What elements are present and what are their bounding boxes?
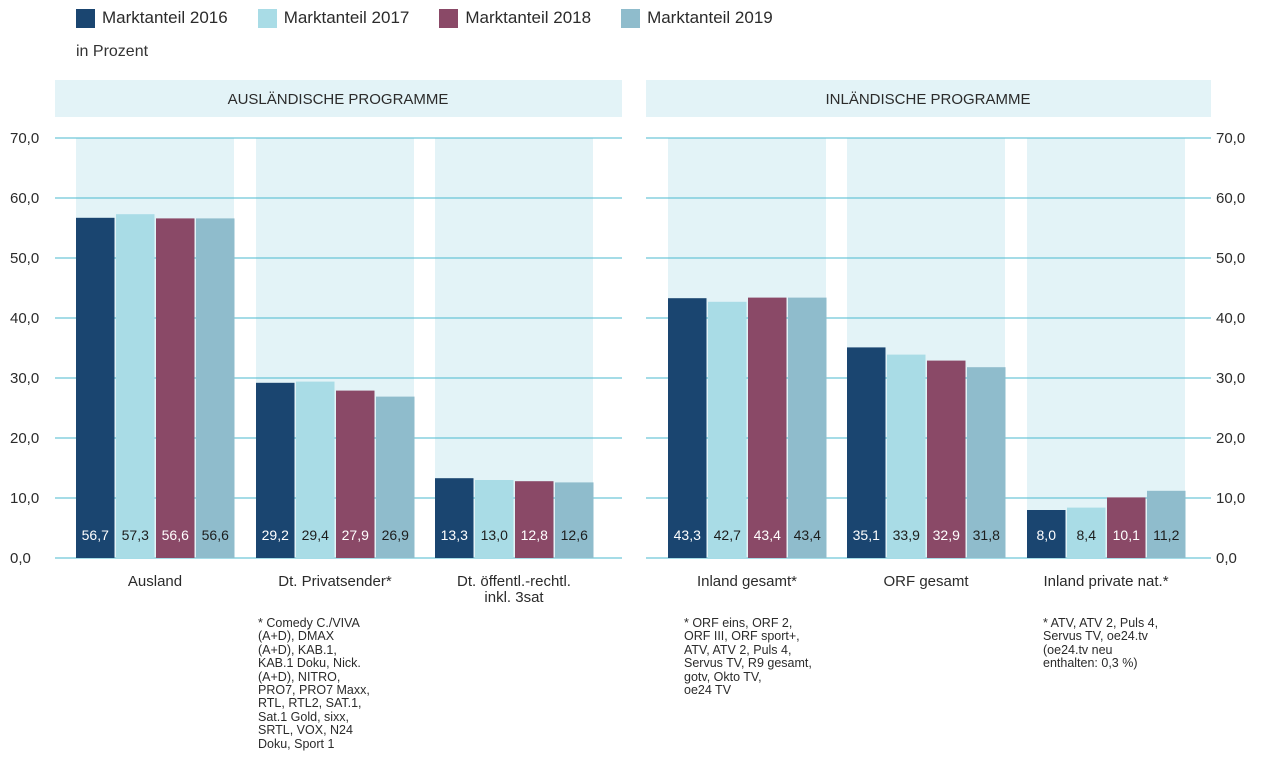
legend-swatch-2016 [76, 8, 95, 28]
bar [196, 218, 235, 558]
y-tick-right: 50,0 [1216, 250, 1245, 267]
category-label: Dt. öffentl.-rechtl. [457, 573, 571, 590]
footnote-privatsender: * Comedy C./VIVA (A+D), DMAX (A+D), KAB.… [258, 616, 370, 751]
bar-value-label: 57,3 [122, 527, 149, 543]
bar [116, 214, 155, 558]
bar [336, 390, 375, 558]
bar-value-label: 8,0 [1037, 527, 1057, 543]
legend-item-2016: Marktanteil 2016 [76, 8, 228, 28]
bar [967, 367, 1006, 558]
bar [1107, 497, 1146, 558]
y-tick-right: 10,0 [1216, 490, 1245, 507]
legend-item-2019: Marktanteil 2019 [621, 8, 773, 28]
bar [748, 297, 787, 558]
bar-value-label: 42,7 [714, 527, 741, 543]
bar-value-label: 56,6 [202, 527, 229, 543]
panel-header-left: AUSLÄNDISCHE PROGRAMME [228, 91, 449, 108]
y-tick-right: 40,0 [1216, 310, 1245, 327]
bar-value-label: 43,3 [674, 527, 701, 543]
bar-value-label: 11,2 [1153, 527, 1179, 543]
legend-label-2016: Marktanteil 2016 [102, 8, 228, 27]
bar [256, 382, 295, 558]
footnote-inland-private: * ATV, ATV 2, Puls 4, Servus TV, oe24.tv… [1043, 616, 1159, 671]
category-label: Dt. Privatsender* [278, 573, 392, 590]
bar-value-label: 26,9 [382, 527, 409, 543]
footnote-inland-gesamt: * ORF eins, ORF 2, ORF III, ORF sport+, … [684, 616, 812, 698]
y-tick-left: 0,0 [10, 550, 31, 567]
bar-value-label: 8,4 [1077, 527, 1097, 543]
y-tick-right: 30,0 [1216, 370, 1245, 387]
bar-value-label: 43,4 [754, 527, 781, 543]
y-tick-right: 60,0 [1216, 190, 1245, 207]
bar-value-label: 13,3 [441, 527, 468, 543]
group-band-6 [1027, 138, 1185, 558]
bar-value-label: 56,6 [162, 527, 189, 543]
bar [847, 347, 886, 558]
unit-label: in Prozent [76, 43, 149, 60]
y-tick-left: 40,0 [10, 310, 39, 327]
bar [927, 360, 966, 558]
y-tick-left: 10,0 [10, 490, 39, 507]
y-tick-left: 30,0 [10, 370, 39, 387]
y-tick-left: 60,0 [10, 190, 39, 207]
bar-value-label: 12,6 [561, 527, 588, 543]
bar [296, 381, 335, 558]
panel-header-right-band [646, 80, 1211, 117]
y-tick-left: 50,0 [10, 250, 39, 267]
legend-swatch-2018 [439, 8, 459, 28]
y-tick-left: 20,0 [10, 430, 39, 447]
legend-label-2019: Marktanteil 2019 [647, 8, 773, 27]
bar [887, 354, 926, 558]
bar-value-label: 27,9 [342, 527, 369, 543]
bar [515, 481, 554, 558]
chart-legend: Marktanteil 2016 Marktanteil 2017 Markta… [76, 8, 803, 28]
bar [1027, 510, 1066, 558]
bar [1147, 490, 1186, 558]
legend-item-2017: Marktanteil 2017 [257, 8, 410, 28]
y-tick-right: 0,0 [1216, 550, 1237, 567]
bar [435, 478, 474, 558]
legend-item-2018: Marktanteil 2018 [439, 8, 591, 28]
category-label: Inland gesamt* [697, 573, 797, 590]
bar-value-label: 43,4 [794, 527, 821, 543]
bar [555, 482, 594, 558]
bar-value-label: 12,8 [521, 527, 548, 543]
bar-value-label: 29,4 [302, 527, 329, 543]
bar [708, 301, 747, 558]
bar-value-label: 31,8 [973, 527, 1000, 543]
bar [156, 218, 195, 558]
panel-header-left-band [55, 80, 622, 117]
bar-value-label: 33,9 [893, 527, 920, 543]
bar [668, 298, 707, 558]
bar [1067, 507, 1106, 558]
y-tick-right: 70,0 [1216, 130, 1245, 147]
bar [788, 297, 827, 558]
bar-value-label: 32,9 [933, 527, 960, 543]
legend-swatch-2017 [257, 8, 277, 28]
category-label: ORF gesamt [883, 573, 969, 590]
bar-value-label: 35,1 [853, 527, 880, 543]
bar [475, 480, 514, 558]
bar-value-label: 29,2 [262, 527, 289, 543]
bar [76, 217, 115, 559]
category-label: Ausland [128, 573, 182, 590]
legend-label-2017: Marktanteil 2017 [283, 8, 410, 27]
panel-header-right: INLÄNDISCHE PROGRAMME [825, 91, 1030, 108]
bar-value-label: 10,1 [1113, 527, 1140, 543]
category-label: Inland private nat.* [1043, 573, 1168, 590]
y-tick-right: 20,0 [1216, 430, 1245, 447]
legend-label-2018: Marktanteil 2018 [465, 8, 592, 27]
y-tick-left: 70,0 [10, 130, 39, 147]
bar-value-label: 13,0 [481, 527, 508, 543]
bar-value-label: 56,7 [82, 527, 109, 543]
category-label: inkl. 3sat [484, 589, 544, 606]
bar [376, 396, 415, 558]
legend-swatch-2019 [621, 8, 641, 28]
